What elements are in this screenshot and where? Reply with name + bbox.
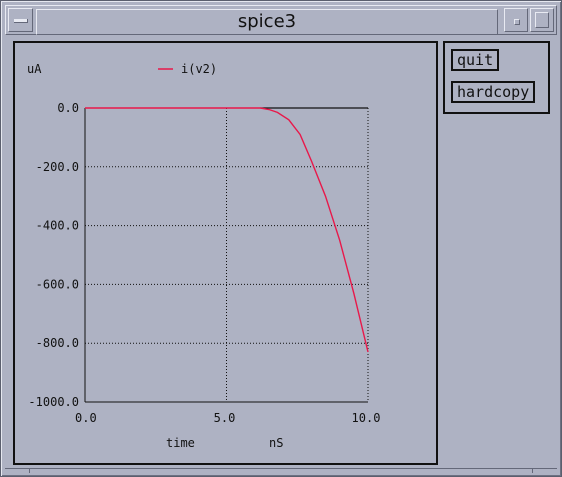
legend-label-i-v2: i(v2) bbox=[181, 62, 217, 76]
x-tick-label-0: 0.0 bbox=[75, 411, 97, 425]
minimize-icon bbox=[514, 19, 520, 25]
title-bar: spice3 bbox=[5, 5, 557, 35]
grid-lines bbox=[84, 107, 369, 403]
y-tick-label-3: -600.0 bbox=[36, 277, 79, 291]
maximize-button[interactable] bbox=[530, 8, 554, 32]
resize-handle-left[interactable] bbox=[29, 469, 30, 473]
axes bbox=[84, 108, 368, 403]
y-tick-label-2: -400.0 bbox=[36, 219, 79, 233]
x-tick-label-2: 10.0 bbox=[352, 411, 381, 425]
y-tick-label-0: 0.0 bbox=[57, 101, 79, 115]
window-menu-button[interactable] bbox=[8, 8, 33, 32]
hardcopy-button[interactable]: hardcopy bbox=[451, 81, 536, 103]
minimize-button[interactable] bbox=[504, 8, 528, 32]
quit-button[interactable]: quit bbox=[451, 49, 500, 71]
window-bottom-border bbox=[5, 468, 557, 473]
y-tick-label-1: -200.0 bbox=[36, 160, 79, 174]
resize-handle-right[interactable] bbox=[532, 469, 533, 473]
y-tick-labels: 0.0 -200.0 -400.0 -600.0 -800.0 -1000.0 bbox=[28, 101, 79, 409]
plot-area: uA i(v2) 0.0 -200.0 -400.0 -600.0 -800.0 -100… bbox=[13, 41, 438, 465]
plot-svg: uA i(v2) 0.0 -200.0 -400.0 -600.0 -800.0 -100… bbox=[27, 62, 380, 450]
window-title: spice3 bbox=[36, 9, 498, 35]
x-axis-unit-label: nS bbox=[269, 436, 283, 450]
x-tick-labels: 0.0 5.0 10.0 bbox=[75, 411, 380, 425]
maximize-icon bbox=[535, 12, 549, 28]
series-line-i-v2- bbox=[85, 107, 369, 353]
x-axis-label: time bbox=[166, 436, 195, 450]
series-layer bbox=[85, 107, 369, 353]
window-menu-icon bbox=[14, 19, 28, 23]
button-panel: quit hardcopy bbox=[443, 41, 550, 114]
x-tick-label-1: 5.0 bbox=[214, 411, 236, 425]
y-axis-unit-label: uA bbox=[27, 62, 42, 76]
y-tick-label-4: -800.0 bbox=[36, 336, 79, 350]
y-tick-label-5: -1000.0 bbox=[28, 395, 79, 409]
